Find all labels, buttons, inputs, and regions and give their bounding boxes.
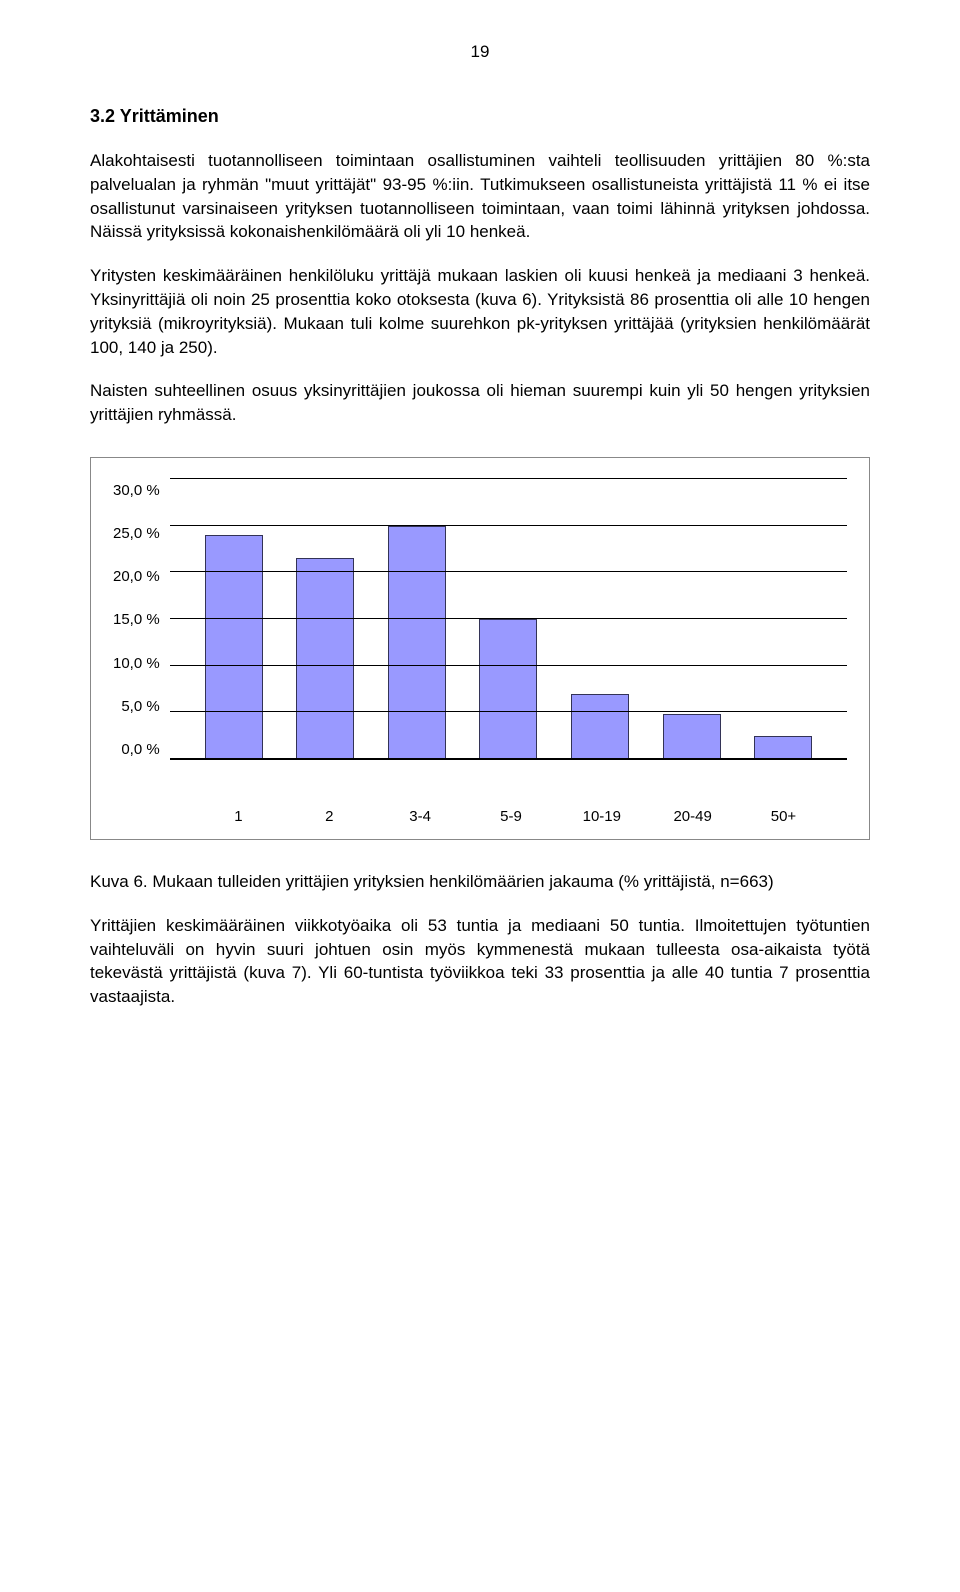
chart-y-tick-label: 5,0 % — [113, 696, 160, 717]
chart-bars — [170, 480, 847, 759]
chart-x-tick-label: 50+ — [754, 806, 812, 827]
paragraph-1: Alakohtaisesti tuotannolliseen toimintaa… — [90, 149, 870, 244]
chart-y-tick-label: 20,0 % — [113, 566, 160, 587]
paragraph-4: Yrittäjien keskimääräinen viikkotyöaika … — [90, 914, 870, 1009]
chart-company-size-distribution: 30,0 % 25,0 % 20,0 % 15,0 % 10,0 % 5,0 % 0,0 %… — [90, 457, 870, 840]
chart-area: 30,0 % 25,0 % 20,0 % 15,0 % 10,0 % 5,0 % 0,0 % — [113, 480, 847, 800]
chart-caption: Kuva 6. Mukaan tulleiden yrittäjien yrit… — [90, 870, 870, 894]
chart-gridline — [170, 618, 847, 619]
chart-x-axis: 1 2 3-4 5-9 10-19 20-49 50+ — [175, 800, 847, 827]
section-heading: 3.2 Yrittäminen — [90, 104, 870, 129]
chart-bar — [571, 694, 629, 759]
chart-bar — [296, 558, 354, 759]
chart-x-tick-label: 20-49 — [664, 806, 722, 827]
chart-gridline — [170, 665, 847, 666]
chart-x-tick-label: 1 — [209, 806, 267, 827]
chart-gridline — [170, 711, 847, 712]
chart-bar — [754, 736, 812, 759]
chart-x-tick-label: 5-9 — [482, 806, 540, 827]
paragraph-3: Naisten suhteellinen osuus yksinyrittäji… — [90, 379, 870, 427]
chart-bar — [479, 619, 537, 759]
chart-x-tick-label: 10-19 — [573, 806, 631, 827]
chart-gridline — [170, 478, 847, 479]
chart-y-tick-label: 15,0 % — [113, 609, 160, 630]
chart-y-tick-label: 10,0 % — [113, 653, 160, 674]
chart-x-tick-label: 3-4 — [391, 806, 449, 827]
paragraph-2: Yritysten keskimääräinen henkilöluku yri… — [90, 264, 870, 359]
chart-bar — [388, 526, 446, 759]
chart-y-tick-label: 25,0 % — [113, 523, 160, 544]
chart-x-tick-label: 2 — [300, 806, 358, 827]
page-number: 19 — [90, 40, 870, 64]
chart-bar — [205, 535, 263, 759]
chart-y-tick-label: 30,0 % — [113, 480, 160, 501]
chart-bar — [663, 714, 721, 759]
chart-gridline — [170, 571, 847, 572]
chart-gridline — [170, 758, 847, 759]
chart-plot — [170, 480, 847, 760]
chart-y-tick-label: 0,0 % — [113, 739, 160, 760]
chart-y-axis: 30,0 % 25,0 % 20,0 % 15,0 % 10,0 % 5,0 % 0,0 % — [113, 480, 170, 760]
chart-gridline — [170, 525, 847, 526]
